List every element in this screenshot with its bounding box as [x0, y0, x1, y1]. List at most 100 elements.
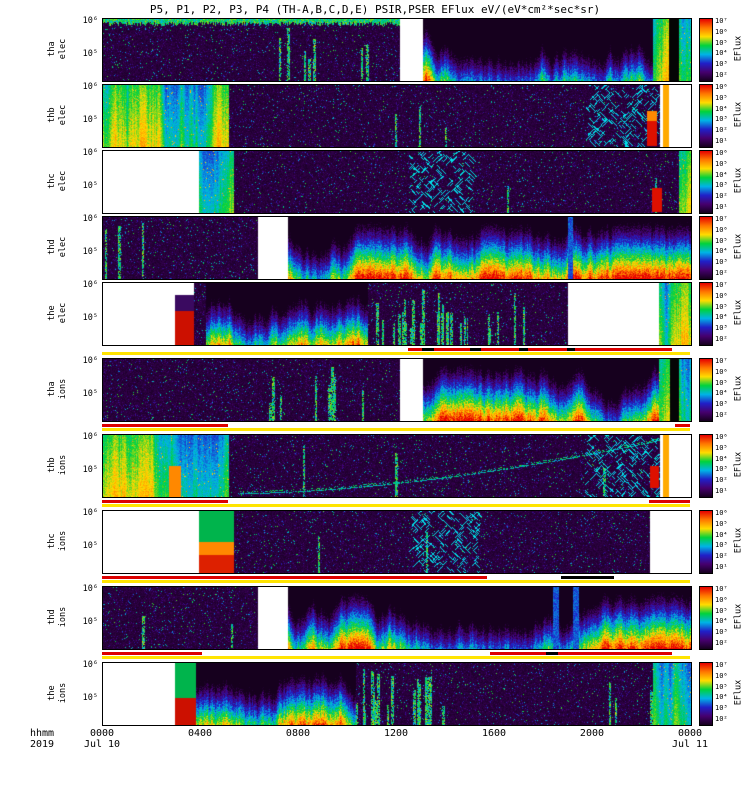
- colorbar-tick-label: 10³: [715, 704, 728, 713]
- colorbar-title: EFlux: [733, 603, 744, 630]
- colorbar-title: EFlux: [733, 679, 744, 706]
- colorbar-tick-label: 10⁴: [715, 49, 728, 58]
- colorbar-title: EFlux: [733, 167, 744, 194]
- flag-bar: [102, 576, 690, 583]
- y-tick-label: 10⁶: [82, 660, 98, 671]
- flag-segment: [519, 348, 529, 351]
- flag-segment: [407, 348, 673, 351]
- colorbar-tick-label: 10⁶: [715, 367, 728, 376]
- colorbar-tick-label: 10³: [715, 115, 728, 124]
- x-tick-label: 0000: [677, 728, 703, 739]
- colorbar-tick-label: 10⁷: [715, 281, 728, 289]
- colorbar-tick-label: 10³: [715, 628, 728, 637]
- panel-label-probe: thb: [47, 107, 57, 123]
- colorbar-tick-label: 10⁵: [715, 236, 728, 245]
- colorbar-tick-label: 10³: [715, 60, 728, 69]
- colorbar-tick-label: 10⁴: [715, 454, 728, 463]
- colorbar-tick-label: 10⁶: [715, 433, 728, 441]
- panel-label-probe: thc: [47, 533, 57, 549]
- colorbar-tick-label: 10⁴: [715, 530, 728, 539]
- colorbar-title: EFlux: [733, 375, 744, 402]
- x-tick-label: 2000: [579, 728, 605, 739]
- colorbar-tick-label: 10²: [715, 639, 728, 647]
- x-tick-label: 0400: [187, 728, 213, 739]
- x-tick-label: 1200: [383, 728, 409, 739]
- y-tick-label: 10⁵: [82, 692, 98, 703]
- x-date-label: Jul 11: [671, 739, 709, 750]
- colorbar-tick-label: 10³: [715, 465, 728, 474]
- colorbar-tick-label: 10⁴: [715, 389, 728, 398]
- flag-bar: [102, 424, 690, 431]
- colorbar-tick-label: 10⁵: [715, 519, 728, 528]
- y-tick-label: 10⁵: [82, 388, 98, 399]
- panel-label-probe: thd: [47, 239, 57, 255]
- y-tick-label: 10⁶: [82, 82, 98, 93]
- flag-segment: [102, 500, 229, 503]
- colorbar-title: EFlux: [733, 233, 744, 260]
- colorbar-tick-label: 10⁶: [715, 83, 728, 91]
- colorbar-tick-label: 10¹: [715, 487, 728, 495]
- colorbar-tick-label: 10²: [715, 126, 728, 135]
- spectrogram-thd_elec: [102, 216, 692, 280]
- flag-segment: [545, 652, 558, 655]
- colorbar-tick-label: 10⁷: [715, 17, 728, 25]
- y-tick-label: 10⁵: [82, 464, 98, 475]
- flag-segment: [648, 500, 690, 503]
- colorbar-thd_ions: [699, 586, 713, 650]
- flag-segment: [102, 656, 690, 659]
- colorbar-tick-label: 10³: [715, 181, 728, 190]
- colorbar-tick-label: 10⁶: [715, 509, 728, 517]
- x-tick-label: 0000: [89, 728, 115, 739]
- y-tick-label: 10⁶: [82, 508, 98, 519]
- colorbar-thc_elec: [699, 150, 713, 214]
- colorbar-tick-label: 10⁵: [715, 93, 728, 102]
- colorbar-tick-label: 10²: [715, 192, 728, 201]
- colorbar-tick-label: 10³: [715, 541, 728, 550]
- colorbar-tick-label: 10²: [715, 715, 728, 723]
- flag-segment: [102, 504, 690, 507]
- panel-label-probe: the: [47, 685, 57, 701]
- panel-label-probe: thd: [47, 609, 57, 625]
- colorbar-tick-label: 10⁶: [715, 291, 728, 300]
- colorbar-tick-label: 10²: [715, 71, 728, 79]
- x-tick-label: 1600: [481, 728, 507, 739]
- colorbar-tick-label: 10⁴: [715, 617, 728, 626]
- flag-bar: [102, 652, 690, 659]
- flag-segment: [469, 348, 482, 351]
- colorbar-tick-label: 10⁴: [715, 247, 728, 256]
- colorbar-tick-label: 10⁷: [715, 215, 728, 223]
- spectrogram-thb_elec: [102, 84, 692, 148]
- flag-bar: [102, 500, 690, 507]
- panel-label-probe: thc: [47, 173, 57, 189]
- colorbar-tick-label: 10²: [715, 552, 728, 561]
- colorbar-thd_elec: [699, 216, 713, 280]
- x-tick-label: 0800: [285, 728, 311, 739]
- panel-label-probe: tha: [47, 41, 57, 57]
- flag-segment: [566, 348, 576, 351]
- colorbar-tick-label: 10⁶: [715, 149, 728, 157]
- y-tick-label: 10⁵: [82, 616, 98, 627]
- spectrogram-tha_elec: [102, 18, 692, 82]
- y-tick-label: 10⁵: [82, 312, 98, 323]
- colorbar-title: EFlux: [733, 101, 744, 128]
- spectrogram-the_ions: [102, 662, 692, 726]
- colorbar-tick-label: 10⁶: [715, 595, 728, 604]
- flag-bar: [102, 348, 690, 355]
- colorbar-tick-label: 10³: [715, 400, 728, 409]
- colorbar-tick-label: 10²: [715, 411, 728, 419]
- colorbar-tick-label: 10⁴: [715, 313, 728, 322]
- colorbar-tick-label: 10⁷: [715, 585, 728, 593]
- spectrogram-the_elec: [102, 282, 692, 346]
- flag-segment: [102, 424, 229, 427]
- colorbar-title: EFlux: [733, 299, 744, 326]
- colorbar-tick-label: 10⁴: [715, 170, 728, 179]
- colorbar-tick-label: 10²: [715, 335, 728, 343]
- y-tick-label: 10⁵: [82, 114, 98, 125]
- colorbar-tick-label: 10²: [715, 476, 728, 485]
- flag-segment: [675, 424, 690, 427]
- y-tick-label: 10⁶: [82, 356, 98, 367]
- colorbar-tick-label: 10³: [715, 324, 728, 333]
- y-tick-label: 10⁵: [82, 246, 98, 257]
- colorbar-tick-label: 10⁵: [715, 302, 728, 311]
- colorbar-tha_ions: [699, 358, 713, 422]
